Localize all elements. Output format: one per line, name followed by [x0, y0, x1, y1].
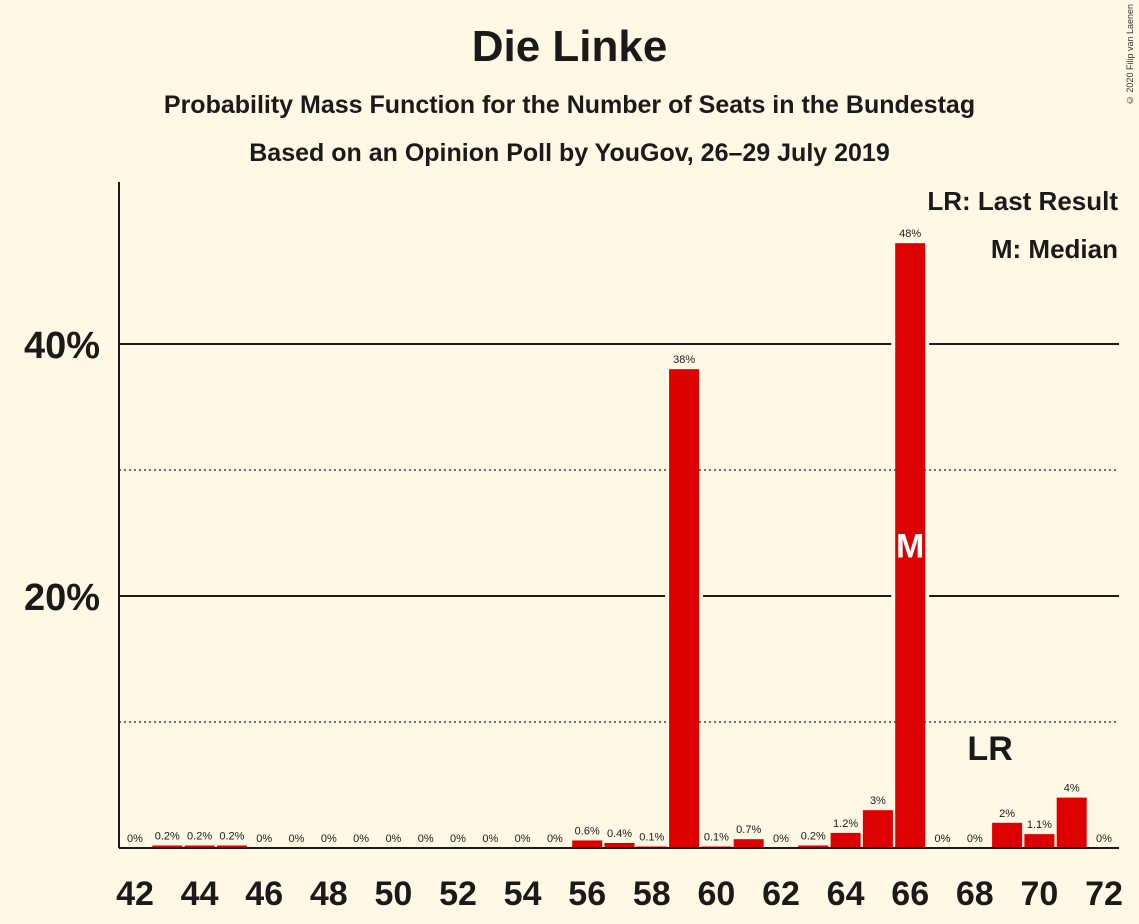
- bar: [992, 822, 1023, 848]
- bar: [1024, 834, 1055, 848]
- data-label: 0.2%: [187, 830, 212, 842]
- chart-title: Die Linke: [471, 22, 668, 71]
- data-label: 48%: [899, 228, 921, 240]
- data-label: 0.1%: [639, 832, 664, 844]
- bar: [830, 832, 861, 848]
- x-tick-label: 44: [181, 875, 219, 913]
- x-tick-label: 42: [116, 875, 154, 913]
- x-tick-label: 46: [245, 875, 283, 913]
- y-tick-label: 40%: [24, 325, 100, 367]
- chart-subtitle: Probability Mass Function for the Number…: [163, 91, 976, 119]
- bar: [184, 845, 215, 848]
- data-label: 0%: [1096, 833, 1112, 845]
- data-label: 1.1%: [1027, 819, 1052, 831]
- data-label: 38%: [673, 354, 695, 366]
- y-tick-label: 20%: [24, 577, 100, 619]
- x-tick-label: 72: [1085, 875, 1123, 913]
- x-tick-label: 48: [310, 875, 348, 913]
- bar: [798, 845, 829, 848]
- bar: [669, 369, 700, 848]
- data-label: 2%: [999, 808, 1015, 820]
- bar: [733, 839, 764, 848]
- data-label: 0%: [935, 833, 951, 845]
- data-label: 0%: [127, 833, 143, 845]
- data-label: 0.7%: [736, 824, 761, 836]
- data-label: 0%: [450, 833, 466, 845]
- data-label: 0.1%: [704, 832, 729, 844]
- bar: [152, 845, 183, 848]
- data-label: 0%: [418, 833, 434, 845]
- data-label: 0%: [967, 833, 983, 845]
- bar: [862, 810, 893, 848]
- data-label: 0%: [482, 833, 498, 845]
- data-label: 0.4%: [607, 828, 632, 840]
- data-label: 1.2%: [833, 818, 858, 830]
- data-label: 0%: [289, 833, 305, 845]
- bar: [895, 243, 926, 848]
- bar: [604, 842, 635, 848]
- data-label: 0.6%: [575, 825, 600, 837]
- data-label: 4%: [1064, 783, 1080, 795]
- x-tick-label: 58: [633, 875, 671, 913]
- x-tick-label: 62: [762, 875, 800, 913]
- x-tick-label: 52: [439, 875, 477, 913]
- data-label: 0.2%: [155, 830, 180, 842]
- data-label: 0%: [773, 833, 789, 845]
- legend-last-result: LR: Last Result: [927, 186, 1118, 216]
- legend-median: M: Median: [990, 234, 1118, 264]
- x-tick-label: 68: [956, 875, 994, 913]
- data-label: 0%: [256, 833, 272, 845]
- median-marker: M: [896, 528, 924, 566]
- x-tick-label: 50: [374, 875, 412, 913]
- x-tick-label: 70: [1020, 875, 1058, 913]
- x-tick-label: 60: [697, 875, 735, 913]
- x-tick-label: 56: [568, 875, 606, 913]
- x-tick-label: 54: [504, 875, 542, 913]
- data-label: 0%: [353, 833, 369, 845]
- data-label: 3%: [870, 795, 886, 807]
- bar: [572, 840, 603, 848]
- data-label: 0%: [547, 833, 563, 845]
- x-tick-label: 66: [891, 875, 929, 913]
- chart-subtitle-poll: Based on an Opinion Poll by YouGov, 26–2…: [249, 139, 890, 167]
- bar: [216, 845, 247, 848]
- data-label: 0%: [321, 833, 337, 845]
- bar: [1056, 797, 1087, 848]
- data-label: 0%: [385, 833, 401, 845]
- data-label: 0.2%: [219, 830, 244, 842]
- data-label: 0.2%: [801, 830, 826, 842]
- data-label: 0%: [515, 833, 531, 845]
- last-result-marker: LR: [967, 730, 1012, 768]
- x-tick-label: 64: [827, 875, 865, 913]
